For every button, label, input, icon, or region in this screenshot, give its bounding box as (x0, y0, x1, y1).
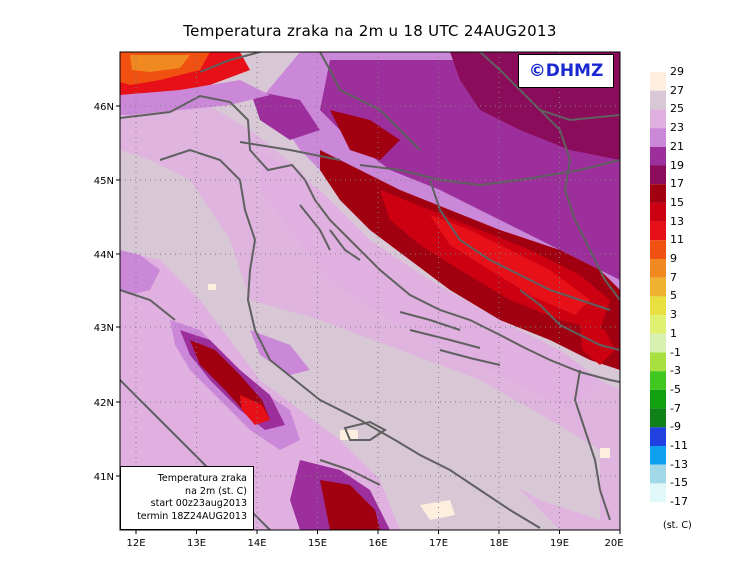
legend-swatch (650, 483, 666, 503)
map-title: Temperatura zraka na 2m u 18 UTC 24AUG20… (183, 22, 557, 40)
legend-swatch (650, 408, 666, 428)
lon-tick: 18E (489, 538, 508, 549)
dhmz-logo: ©DHMZ (518, 54, 614, 88)
lon-tick: 12E (126, 538, 145, 549)
legend-label: -9 (670, 420, 681, 434)
legend-label: -13 (670, 457, 688, 471)
legend-swatch (650, 464, 666, 484)
lon-tick: 15E (308, 538, 327, 549)
legend-label: 3 (670, 308, 677, 322)
legend-label: -3 (670, 364, 681, 378)
legend-label: 27 (670, 83, 684, 97)
lat-tick: 45N (94, 176, 114, 187)
legend-label: 1 (670, 326, 677, 340)
info-box: Temperatura zraka na 2m (st. C) start 00… (120, 466, 254, 530)
legend-swatch (650, 389, 666, 409)
lon-tick: 20E (604, 538, 623, 549)
legend-swatch (650, 72, 666, 91)
legend-label: -11 (670, 439, 688, 452)
lon-tick: 13E (187, 538, 206, 549)
legend-swatch (650, 202, 666, 222)
legend-label: 21 (670, 139, 684, 153)
lat-tick: 43N (94, 323, 114, 334)
legend-swatch (650, 259, 666, 278)
info-line: start 00z23aug2013 (150, 498, 247, 509)
lon-tick: 19E (550, 538, 569, 549)
legend-label: 29 (670, 65, 684, 78)
legend-swatch (650, 315, 666, 334)
legend-swatch (650, 184, 666, 203)
lon-tick: 14E (247, 538, 266, 549)
legend-label: 13 (670, 214, 684, 228)
map-frame (119, 51, 621, 531)
legend-label: 9 (670, 252, 677, 265)
legend-swatch (650, 221, 666, 241)
legend-label: 5 (670, 289, 677, 303)
legend-swatch (650, 277, 666, 297)
info-line: na 2m (st. C) (185, 485, 247, 497)
lat-tick: 42N (94, 398, 114, 409)
legend-label: -5 (670, 382, 681, 396)
lat-tick: 41N (94, 472, 114, 483)
legend-label: 11 (670, 233, 684, 247)
legend-swatch (650, 296, 666, 316)
legend-swatch (650, 90, 666, 110)
lat-tick: 46N (94, 102, 114, 113)
legend-label: -7 (670, 401, 681, 415)
legend-label: 23 (670, 121, 684, 135)
lat-tick: 44N (94, 250, 114, 261)
color-legend (650, 72, 666, 503)
legend-swatch (650, 352, 666, 372)
legend-label: 17 (670, 177, 684, 191)
legend-swatch (650, 109, 666, 129)
legend-label: -1 (670, 345, 681, 359)
legend-swatch (650, 146, 666, 166)
graticule (120, 52, 620, 530)
legend-swatch (650, 165, 666, 185)
legend-label: 19 (670, 158, 684, 172)
legend-swatch (650, 128, 666, 147)
legend-swatch (650, 371, 666, 390)
legend-swatch (650, 333, 666, 353)
legend-label: -17 (670, 495, 688, 509)
info-line: Temperatura zraka (157, 473, 247, 484)
legend-swatch (650, 427, 666, 446)
legend-label: 7 (670, 270, 677, 284)
lon-tick: 17E (429, 538, 448, 549)
temperature-field (120, 52, 620, 530)
legend-swatch (650, 240, 666, 259)
legend-swatch (650, 446, 666, 465)
legend-unit: (st. C) (663, 520, 692, 531)
legend-label: -15 (670, 476, 688, 490)
legend-label: 25 (670, 102, 684, 116)
legend-label: 15 (670, 195, 684, 209)
lon-tick: 16E (368, 538, 387, 549)
info-line: termin 18Z24AUG2013 (137, 510, 247, 522)
